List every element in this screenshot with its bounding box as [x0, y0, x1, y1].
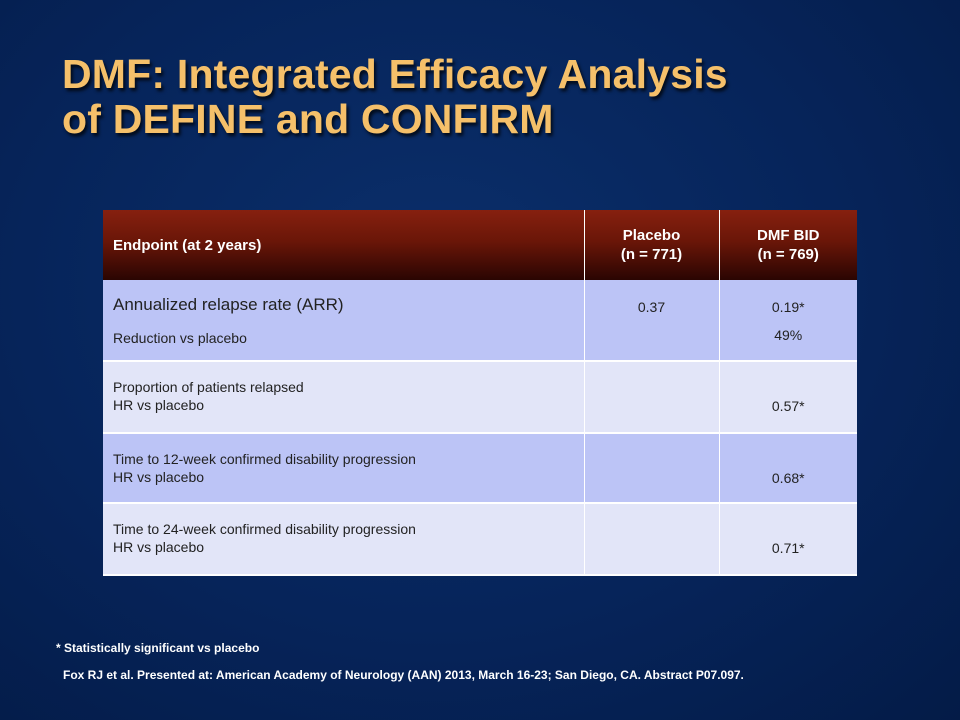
- placebo-cell: [584, 503, 720, 576]
- dmf-value: 0.68*: [771, 470, 805, 486]
- table-row: Proportion of patients relapsed HR vs pl…: [103, 361, 857, 434]
- dmf-cell: 0.68*: [719, 433, 857, 504]
- placebo-cell: 0.37: [584, 280, 720, 362]
- endpoint-sublabel: Reduction vs placebo: [113, 330, 247, 346]
- endpoint-sublabel: HR vs placebo: [113, 397, 205, 413]
- title-line-1: DMF: Integrated Efficacy Analysis: [62, 51, 728, 97]
- table-row: Time to 24-week confirmed disability pro…: [103, 503, 857, 576]
- table-row: Time to 12-week confirmed disability pro…: [103, 433, 857, 504]
- endpoint-cell: Time to 24-week confirmed disability pro…: [103, 503, 585, 576]
- endpoint-sublabel: HR vs placebo: [113, 539, 205, 555]
- endpoint-label: Proportion of patients relapsed: [113, 379, 304, 395]
- significance-footnote: * Statistically significant vs placebo: [56, 641, 260, 655]
- header-placebo-label: Placebo: [622, 227, 681, 244]
- endpoint-cell: Time to 12-week confirmed disability pro…: [103, 433, 585, 504]
- header-endpoint: Endpoint (at 2 years): [103, 210, 585, 280]
- efficacy-table: Endpoint (at 2 years) Placebo (n = 771) …: [103, 210, 857, 576]
- dmf-value: 0.19*: [771, 299, 805, 315]
- endpoint-cell: Annualized relapse rate (ARR) Reduction …: [103, 280, 585, 362]
- header-dmf: DMF BID (n = 769): [719, 210, 857, 280]
- dmf-reduction: 49%: [774, 327, 803, 343]
- title-line-2: of DEFINE and CONFIRM: [62, 96, 554, 142]
- citation-reference: Fox RJ et al. Presented at: American Aca…: [63, 668, 744, 682]
- dmf-value: 0.57*: [771, 398, 805, 414]
- table-row: Annualized relapse rate (ARR) Reduction …: [103, 280, 857, 362]
- slide-title: DMF: Integrated Efficacy Analysis of DEF…: [62, 52, 882, 142]
- header-placebo: Placebo (n = 771): [584, 210, 720, 280]
- endpoint-sublabel: HR vs placebo: [113, 469, 205, 485]
- dmf-cell: 0.57*: [719, 361, 857, 434]
- placebo-cell: [584, 433, 720, 504]
- endpoint-label: Annualized relapse rate (ARR): [113, 295, 344, 314]
- dmf-cell: 0.19* 49%: [719, 280, 857, 362]
- header-placebo-n: (n = 771): [620, 246, 683, 263]
- dmf-value: 0.71*: [771, 540, 805, 556]
- dmf-cell: 0.71*: [719, 503, 857, 576]
- header-dmf-n: (n = 769): [757, 246, 819, 263]
- endpoint-label: Time to 24-week confirmed disability pro…: [113, 521, 416, 537]
- endpoint-cell: Proportion of patients relapsed HR vs pl…: [103, 361, 585, 434]
- endpoint-label: Time to 12-week confirmed disability pro…: [113, 451, 416, 467]
- table-header-row: Endpoint (at 2 years) Placebo (n = 771) …: [103, 210, 857, 280]
- placebo-cell: [584, 361, 720, 434]
- header-dmf-label: DMF BID: [757, 227, 820, 244]
- placebo-value: 0.37: [637, 299, 666, 315]
